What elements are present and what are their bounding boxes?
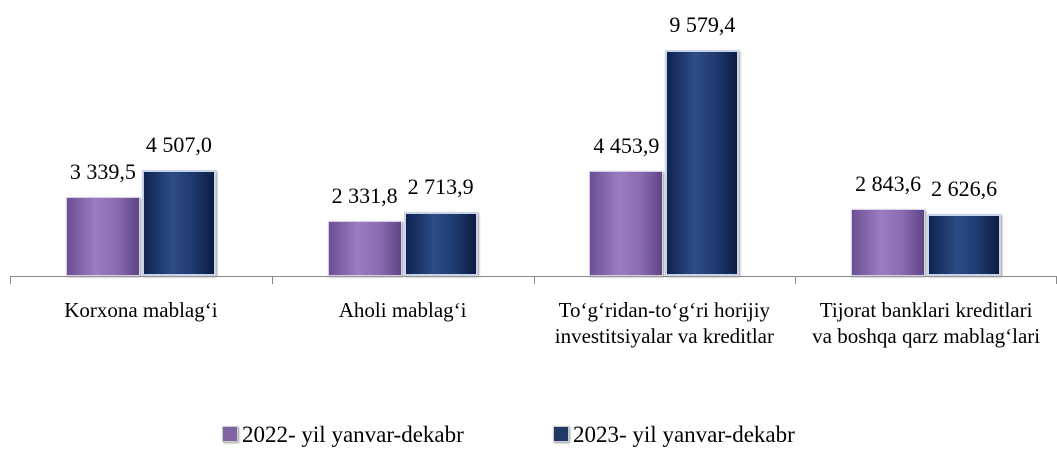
legend-label: 2023- yil yanvar-dekabr (573, 422, 795, 447)
x-tick-label: Aholi mablag‘i (338, 298, 467, 322)
data-label: 4 507,0 (145, 131, 212, 157)
x-tick-label: Korxona mablag‘i (64, 298, 218, 322)
data-label: 9 579,4 (669, 12, 736, 37)
axis-tick (271, 276, 273, 284)
axis-tick (10, 276, 11, 284)
legend-item: 2022- yil yanvar-dekabr (222, 422, 464, 448)
bar (589, 170, 664, 276)
data-label: 2 843,6 (855, 170, 922, 196)
bar (851, 208, 926, 276)
bar (65, 197, 140, 276)
data-label: 2 331,8 (331, 182, 398, 208)
bar (327, 220, 402, 276)
data-label: 2 626,6 (931, 176, 998, 202)
bar (927, 214, 1002, 276)
data-label: 2 713,9 (407, 173, 474, 199)
bar (665, 50, 740, 276)
axis-tick (795, 276, 797, 284)
x-tick-label: Tijorat banklari kreditlari va boshqa qa… (812, 298, 1041, 348)
bar (141, 169, 216, 276)
x-tick-label: To‘g‘ridan-to‘g‘ri horijiy investitsiyal… (554, 298, 774, 348)
bar (403, 211, 478, 276)
legend-label: 2022- yil yanvar-dekabr (242, 422, 464, 447)
data-label: 3 339,5 (69, 159, 136, 185)
legend-swatch (222, 426, 238, 442)
data-label: 4 453,9 (593, 132, 660, 158)
axis-tick (533, 276, 535, 284)
legend-item: 2023- yil yanvar-dekabr (553, 422, 795, 448)
legend-swatch (553, 426, 569, 442)
